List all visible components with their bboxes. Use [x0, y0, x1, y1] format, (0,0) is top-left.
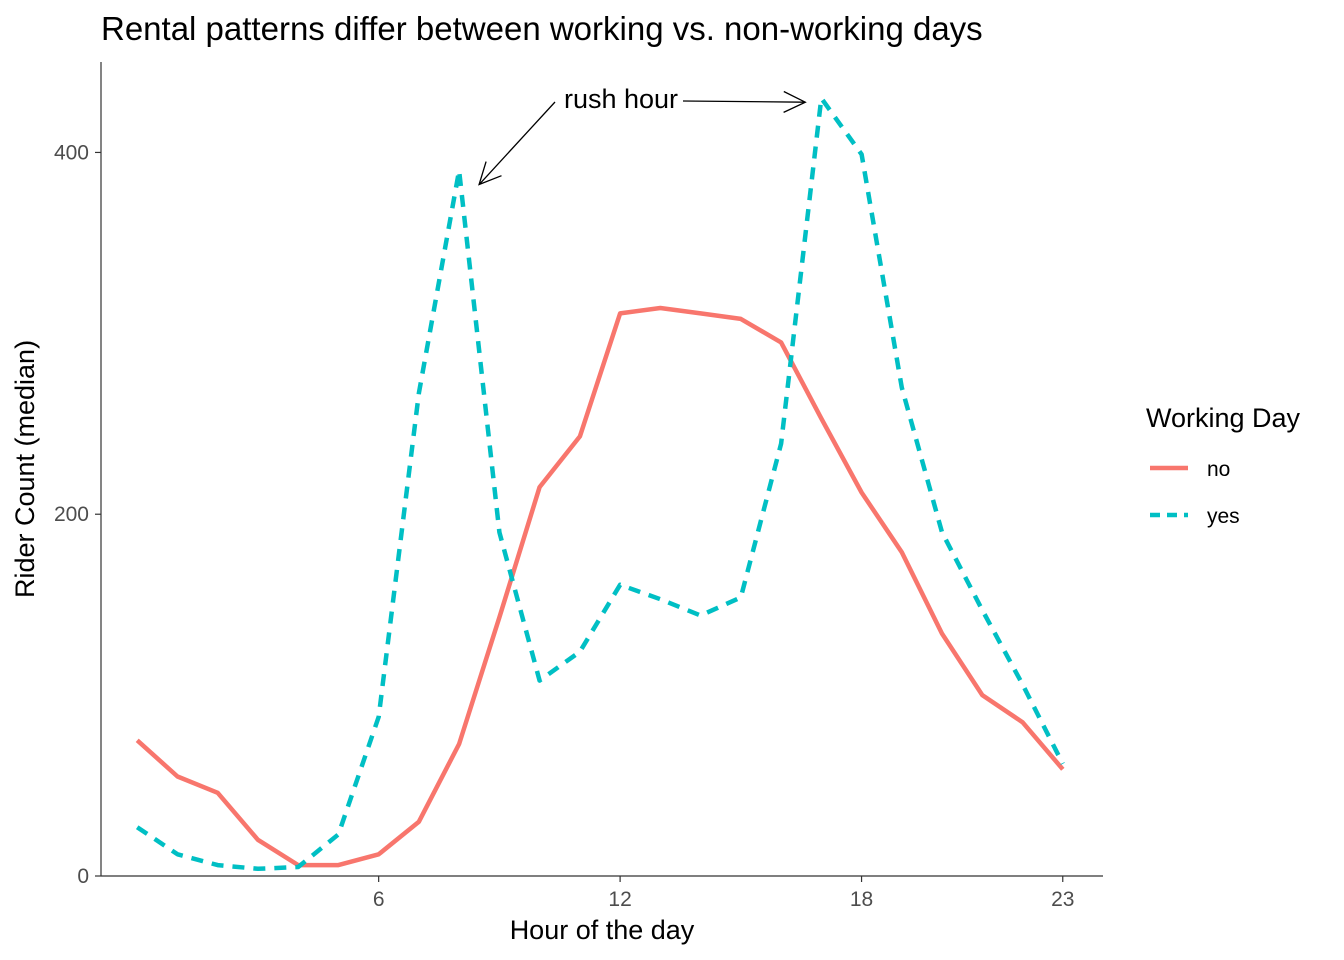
- annotation-rush-hour: rush hour: [564, 84, 678, 114]
- series-line-yes: [135, 95, 1065, 872]
- x-tick-label: 12: [608, 888, 631, 911]
- y-tick-label: 400: [54, 141, 89, 164]
- x-axis-title: Hour of the day: [510, 915, 695, 945]
- series-line-no: [135, 305, 1065, 868]
- legend-label-yes: yes: [1207, 505, 1240, 528]
- legend-title: Working Day: [1146, 403, 1301, 433]
- x-tick-label: 6: [373, 888, 385, 911]
- annotation-layer: rush hour: [478, 84, 807, 186]
- x-tick-label: 23: [1051, 888, 1074, 911]
- x-tick-label: 18: [850, 888, 873, 911]
- y-ticks: 0 200 400: [54, 141, 101, 888]
- y-tick-label: 0: [77, 865, 89, 888]
- x-ticks: 6 12 18 23: [373, 876, 1074, 911]
- legend-label-no: no: [1207, 458, 1230, 481]
- annotation-arrow-morning: [478, 101, 556, 185]
- legend-entries: no yes: [1150, 458, 1240, 528]
- chart-title: Rental patterns differ between working v…: [101, 10, 983, 47]
- series-layer: [135, 95, 1065, 872]
- y-tick-label: 200: [54, 503, 89, 526]
- axes: 6 12 18 23 0 200 400: [54, 62, 1103, 911]
- y-axis-title: Rider Count (median): [10, 340, 40, 598]
- legend: Working Day no yes: [1146, 403, 1301, 528]
- annotation-arrow-evening-head: [783, 90, 807, 113]
- annotation-arrow-evening: [682, 100, 806, 103]
- annotation-arrow-morning-head: [478, 161, 502, 186]
